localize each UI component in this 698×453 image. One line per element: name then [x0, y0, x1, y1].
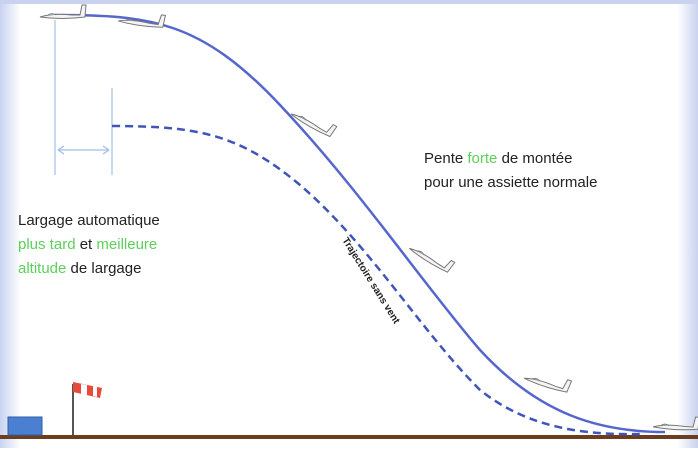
highlight: altitude [18, 260, 66, 277]
text: de montée [502, 150, 573, 167]
right-note-line: Pente forte de montée [424, 150, 572, 167]
ground [0, 435, 698, 439]
highlight: forte [467, 150, 497, 167]
highlight: plus tard [18, 236, 76, 253]
left-note-line: plus tard et meilleure [18, 236, 157, 253]
highlight: meilleure [96, 236, 157, 253]
left-note-line: Largage automatique [18, 212, 160, 229]
right-note-line: pour une assiette normale [424, 174, 597, 191]
text: Pente [424, 150, 463, 167]
top-border [0, 0, 698, 4]
winch-box [8, 417, 42, 435]
left-note-line: altitude de largage [18, 260, 141, 277]
text: et [80, 236, 93, 253]
diagram: Pente forte de montée pour une assiette … [0, 0, 698, 448]
text: de largage [71, 260, 142, 277]
